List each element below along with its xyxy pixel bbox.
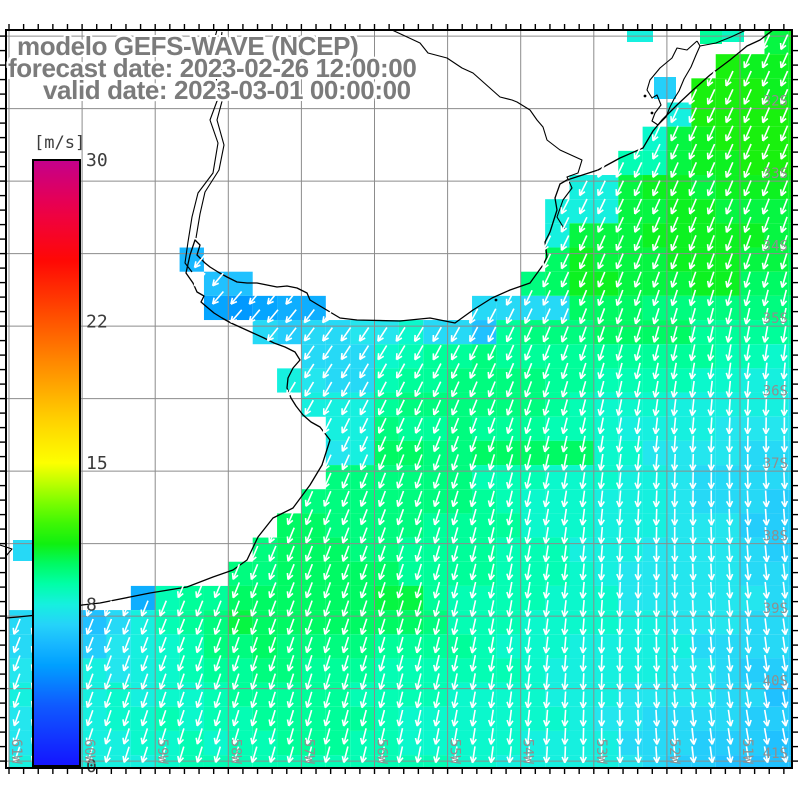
lat-label: 34S: [763, 239, 788, 255]
lat-label: 38S: [763, 529, 788, 545]
model-title: modelo GEFS-WAVE (NCEP): [17, 31, 359, 61]
lon-label: 59W: [154, 739, 170, 765]
valid-date-label: valid date: 2023-03-01 00:00:00: [43, 75, 411, 105]
axis-labels: 32S 33S 34S 35S 36S 37S 38S 39S 40S 41S 61W 60W 59W 5…: [8, 94, 788, 765]
lat-label: 33S: [763, 166, 788, 182]
colorbar-units: [m/s]: [34, 133, 85, 153]
lon-label: 51W: [739, 739, 755, 765]
lon-label: 55W: [447, 739, 463, 765]
map-frame: [0, 24, 798, 774]
lat-label: 39S: [763, 601, 788, 617]
lat-label: 35S: [763, 311, 788, 327]
lat-label: 37S: [763, 456, 788, 472]
lon-label: 54W: [520, 739, 536, 765]
lon-label: 57W: [300, 739, 316, 765]
forecast-date-label: forecast date: 2023-02-26 12:00:00: [8, 53, 417, 83]
lon-label: 56W: [374, 739, 390, 765]
colorbar-tick-label: 15: [86, 453, 108, 474]
colorbar-gradient: [32, 159, 81, 767]
lon-label: 60W: [81, 739, 97, 765]
lat-label: 41S: [763, 746, 788, 762]
colorbar-tick-label: 0: [86, 756, 97, 777]
lon-label: 61W: [8, 739, 24, 765]
coastline: [0, 29, 774, 619]
lon-label: 53W: [593, 739, 609, 765]
lat-label: 32S: [763, 94, 788, 110]
colorbar-tick-label: 30: [86, 150, 108, 171]
colorbar-tick-label: 22: [86, 312, 108, 333]
lat-label: 40S: [763, 674, 788, 690]
colorbar: [m/s]30 22 15 8 0: [32, 133, 108, 777]
lon-label: 58W: [227, 739, 243, 765]
colorbar-tick-label: 8: [86, 594, 97, 615]
lat-label: 36S: [763, 384, 788, 400]
lon-label: 52W: [666, 739, 682, 765]
